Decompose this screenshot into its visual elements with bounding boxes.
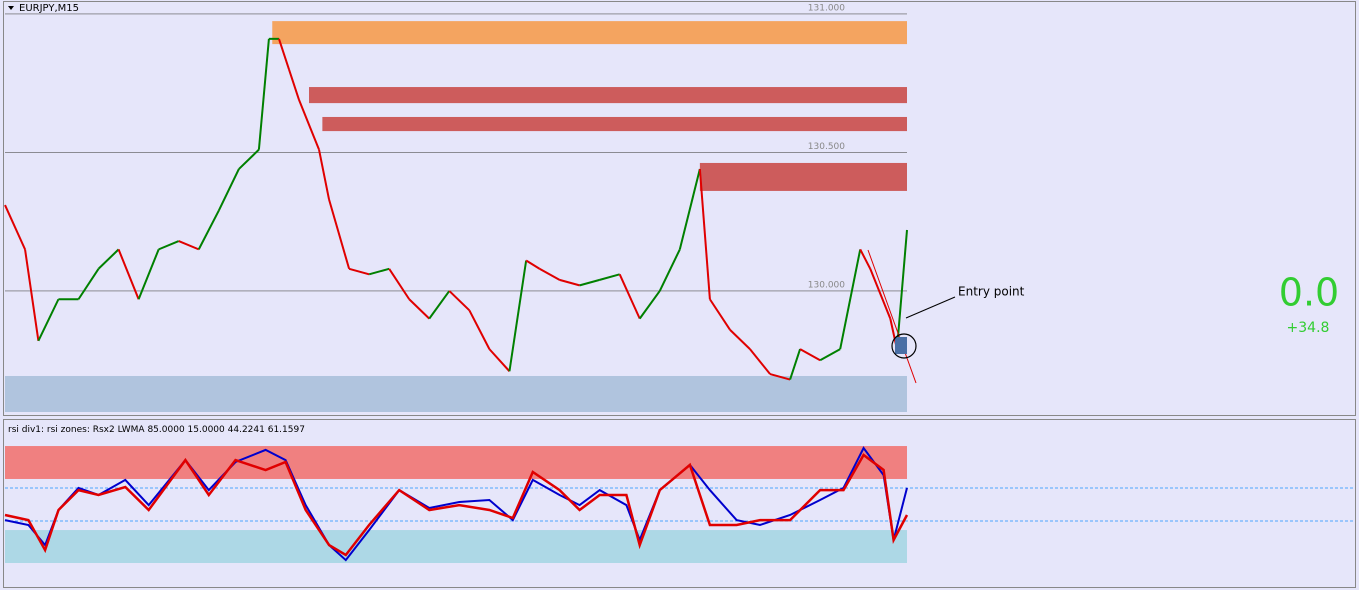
price-segment: [468, 309, 491, 350]
price-segment: [869, 268, 892, 320]
price-segment: [599, 273, 620, 281]
price-segment: [525, 259, 541, 270]
price-segment: [117, 249, 140, 300]
price-segment: [658, 248, 681, 292]
price-segment: [709, 298, 731, 331]
price-segment: [448, 290, 471, 312]
price-segment: [895, 229, 908, 350]
price-segment: [749, 348, 771, 375]
price-segment: [4, 204, 26, 250]
price-segment: [178, 240, 200, 251]
price-segment: [238, 148, 260, 170]
entry-circle: [891, 333, 917, 359]
price-segment: [488, 348, 511, 372]
main-pane: [3, 1, 1356, 416]
menu-arrow[interactable]: [8, 6, 14, 10]
indicator-param: 44.2241: [228, 425, 265, 435]
price-segment: [277, 38, 290, 70]
y-tick-label: 131.000: [808, 3, 845, 13]
zone: [5, 530, 907, 563]
price-segment: [288, 69, 300, 101]
indicator-title: rsi div1: rsi zones: Rsx2 LWMA 85.0000 1…: [8, 425, 305, 435]
zone: [309, 87, 907, 104]
zone: [5, 446, 907, 479]
price-segment: [137, 249, 160, 300]
profit-value: 0.0: [1279, 271, 1339, 315]
price-segment: [698, 168, 711, 300]
price-segment: [799, 348, 821, 362]
price-segment: [24, 249, 40, 341]
zone: [5, 375, 907, 412]
profit-change: +34.8: [1287, 320, 1330, 336]
price-segment: [388, 268, 411, 300]
price-segment: [819, 348, 841, 362]
price-segment: [408, 298, 430, 320]
price-segment: [158, 240, 180, 251]
symbol-label: EURJPY,M15: [19, 3, 79, 14]
price-segment: [729, 329, 751, 350]
price-segment: [789, 348, 802, 380]
price-segment: [298, 99, 320, 151]
indicator-param: 15.0000: [188, 425, 225, 435]
price-segment: [508, 260, 528, 372]
price-segment: [678, 168, 701, 250]
price-segment: [318, 149, 331, 200]
price-segment: [97, 248, 120, 270]
plot-layer: 131.000 130.500 130.000: [4, 3, 1355, 563]
indicator-line: [4, 453, 909, 557]
annotation-line: [905, 296, 956, 319]
zone: [699, 162, 907, 191]
price-segment: [859, 248, 872, 270]
price-segment: [539, 267, 561, 281]
price-segment: [328, 199, 351, 270]
indicator-name: rsi div1: rsi zones: Rsx2 LWMA: [8, 425, 145, 435]
price-segment: [348, 267, 370, 276]
price-segment: [217, 168, 240, 212]
indicator-param: 61.1597: [268, 425, 305, 435]
price-segment: [839, 249, 862, 350]
price-segment: [428, 290, 451, 320]
trend-line: [867, 249, 917, 384]
price-segment: [368, 267, 390, 276]
price-segment: [769, 373, 791, 381]
price-segment: [257, 38, 270, 150]
price-segment: [638, 290, 661, 320]
zone: [272, 21, 907, 45]
price-segment: [559, 278, 580, 287]
price-segment: [37, 298, 60, 342]
indicator-param: 85.0000: [147, 425, 184, 435]
price-segment: [197, 210, 220, 250]
zone: [322, 116, 907, 132]
price-segment: [579, 278, 600, 287]
annotation: Entry point: [958, 285, 1025, 299]
y-tick-label: 130.500: [808, 142, 845, 152]
price-segment: [77, 268, 100, 300]
price-segment: [618, 273, 641, 320]
entry-box: [895, 337, 907, 354]
y-tick-label: 130.000: [808, 280, 845, 290]
